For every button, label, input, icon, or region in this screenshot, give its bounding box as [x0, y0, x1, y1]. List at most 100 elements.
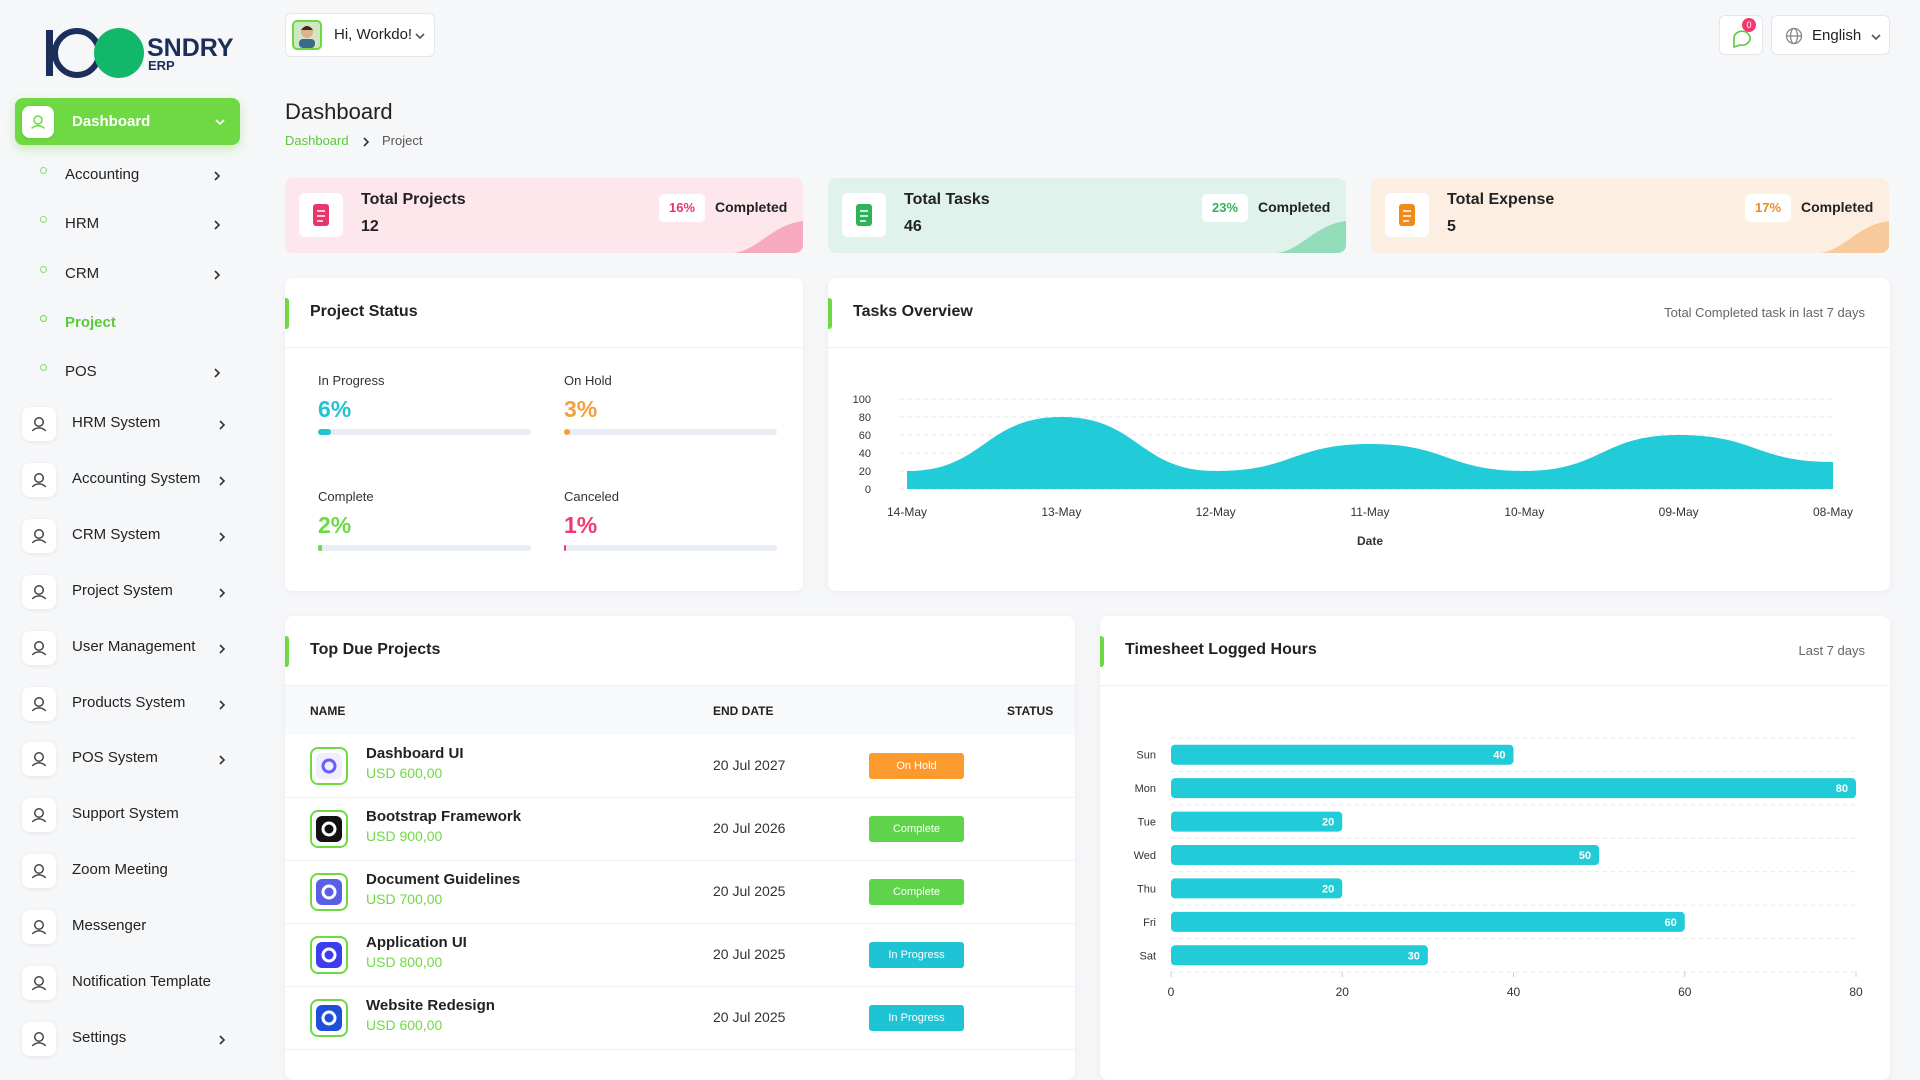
nav-label[interactable]: Notification Template [72, 973, 211, 990]
nav-chevron[interactable] [211, 366, 223, 378]
chevron-down[interactable] [214, 115, 226, 127]
table-header: NAME [310, 704, 345, 718]
project-name[interactable]: Bootstrap Framework [366, 808, 521, 825]
language-select[interactable]: English [1771, 15, 1890, 55]
progress-bar [564, 545, 566, 551]
nav-chevron[interactable] [216, 1033, 228, 1045]
stat-icon [842, 193, 886, 237]
project-icon [310, 873, 348, 911]
nav-chevron[interactable] [216, 586, 228, 598]
breadcrumb-link[interactable]: Dashboard [285, 133, 349, 148]
table-header-band [285, 686, 1075, 735]
nav-chevron[interactable] [211, 169, 223, 181]
project-icon [310, 936, 348, 974]
brand-tagline: ERP [148, 58, 175, 73]
project-end-date: 20 Jul 2025 [713, 1009, 785, 1025]
nav-label[interactable]: User Management [72, 638, 195, 655]
nav-label[interactable]: Support System [72, 805, 179, 822]
nav-icon [22, 631, 56, 665]
language-label[interactable]: English [1812, 27, 1861, 44]
nav-chevron[interactable] [216, 642, 228, 654]
nav-chevron[interactable] [216, 698, 228, 710]
nav-label[interactable]: Zoom Meeting [72, 861, 168, 878]
nav-dot [40, 364, 47, 371]
user-greeting: Hi, Workdo! [334, 26, 412, 43]
nav-label[interactable]: CRM System [72, 526, 160, 543]
nav-label[interactable]: Messenger [72, 917, 146, 934]
stat-status: Completed [1801, 199, 1873, 215]
nav-icon [22, 854, 56, 888]
nav-sublabel[interactable]: POS [65, 363, 97, 380]
nav-label[interactable]: POS System [72, 749, 158, 766]
nav-chevron[interactable] [216, 753, 228, 765]
status-label: Canceled [564, 489, 619, 504]
card-divider [1100, 685, 1890, 686]
nav-icon [22, 798, 56, 832]
stat-status: Completed [715, 199, 787, 215]
nav-chevron[interactable] [211, 268, 223, 280]
project-amount: USD 600,00 [366, 765, 442, 781]
stat-wave [1276, 221, 1346, 253]
nav-label[interactable]: Project System [72, 582, 173, 599]
card-subtitle: Total Completed task in last 7 days [1664, 305, 1865, 320]
nav-label[interactable]: Accounting System [72, 470, 200, 487]
table-header: STATUS [1007, 704, 1053, 718]
avatar [292, 20, 322, 50]
stat-icon [299, 193, 343, 237]
project-amount: USD 600,00 [366, 1017, 442, 1033]
stat-value: 5 [1447, 218, 1456, 236]
stat-status: Completed [1258, 199, 1330, 215]
nav-chevron[interactable] [211, 218, 223, 230]
nav-label[interactable]: Products System [72, 694, 185, 711]
project-name[interactable]: Website Redesign [366, 997, 495, 1014]
nav-chevron[interactable] [216, 530, 228, 542]
nav-sublabel[interactable]: Project [65, 314, 116, 331]
nav-icon [22, 575, 56, 609]
project-amount: USD 700,00 [366, 891, 442, 907]
progress-track [564, 545, 777, 551]
breadcrumb-current: Project [382, 133, 422, 148]
nav-icon [22, 106, 54, 138]
project-end-date: 20 Jul 2025 [713, 946, 785, 962]
nav-label[interactable]: HRM System [72, 414, 160, 431]
nav-sublabel[interactable]: CRM [65, 265, 99, 282]
user-menu[interactable]: Hi, Workdo! [285, 13, 435, 57]
chevron-down[interactable] [414, 29, 426, 41]
nav-chevron[interactable] [216, 474, 228, 486]
project-name[interactable]: Dashboard UI [366, 745, 464, 762]
nav-sublabel[interactable]: HRM [65, 215, 99, 232]
nav-label[interactable]: Settings [72, 1029, 126, 1046]
card-divider [828, 347, 1890, 348]
nav-label[interactable]: Dashboard [72, 113, 150, 130]
stat-title: Total Expense [1447, 191, 1554, 209]
progress-bar [318, 545, 322, 551]
nav-icon [22, 519, 56, 553]
breadcrumb-separator[interactable] [360, 135, 372, 147]
stat-value: 12 [361, 218, 379, 236]
status-badge: In Progress [869, 1005, 964, 1031]
chevron-down[interactable] [1870, 30, 1882, 42]
project-icon [310, 999, 348, 1037]
nav-icon [22, 1022, 56, 1056]
project-amount: USD 900,00 [366, 828, 442, 844]
status-value: 6% [318, 396, 351, 423]
nav-chevron[interactable] [216, 418, 228, 430]
project-name[interactable]: Document Guidelines [366, 871, 520, 888]
row-divider [285, 1049, 1075, 1050]
status-badge: In Progress [869, 942, 964, 968]
nav-dot [40, 266, 47, 273]
nav-sublabel[interactable]: Accounting [65, 166, 139, 183]
progress-track [318, 545, 531, 551]
stat-percent: 23% [1202, 194, 1248, 222]
notification-button[interactable] [1719, 15, 1763, 55]
project-icon [310, 747, 348, 785]
project-name[interactable]: Application UI [366, 934, 467, 951]
card-title: Top Due Projects [310, 641, 440, 659]
nav-dot [40, 167, 47, 174]
status-label: In Progress [318, 373, 384, 388]
stat-value: 46 [904, 218, 922, 236]
nav-icon [22, 910, 56, 944]
timesheet-card: Timesheet Logged HoursLast 7 days [1100, 616, 1890, 1080]
status-badge: On Hold [869, 753, 964, 779]
